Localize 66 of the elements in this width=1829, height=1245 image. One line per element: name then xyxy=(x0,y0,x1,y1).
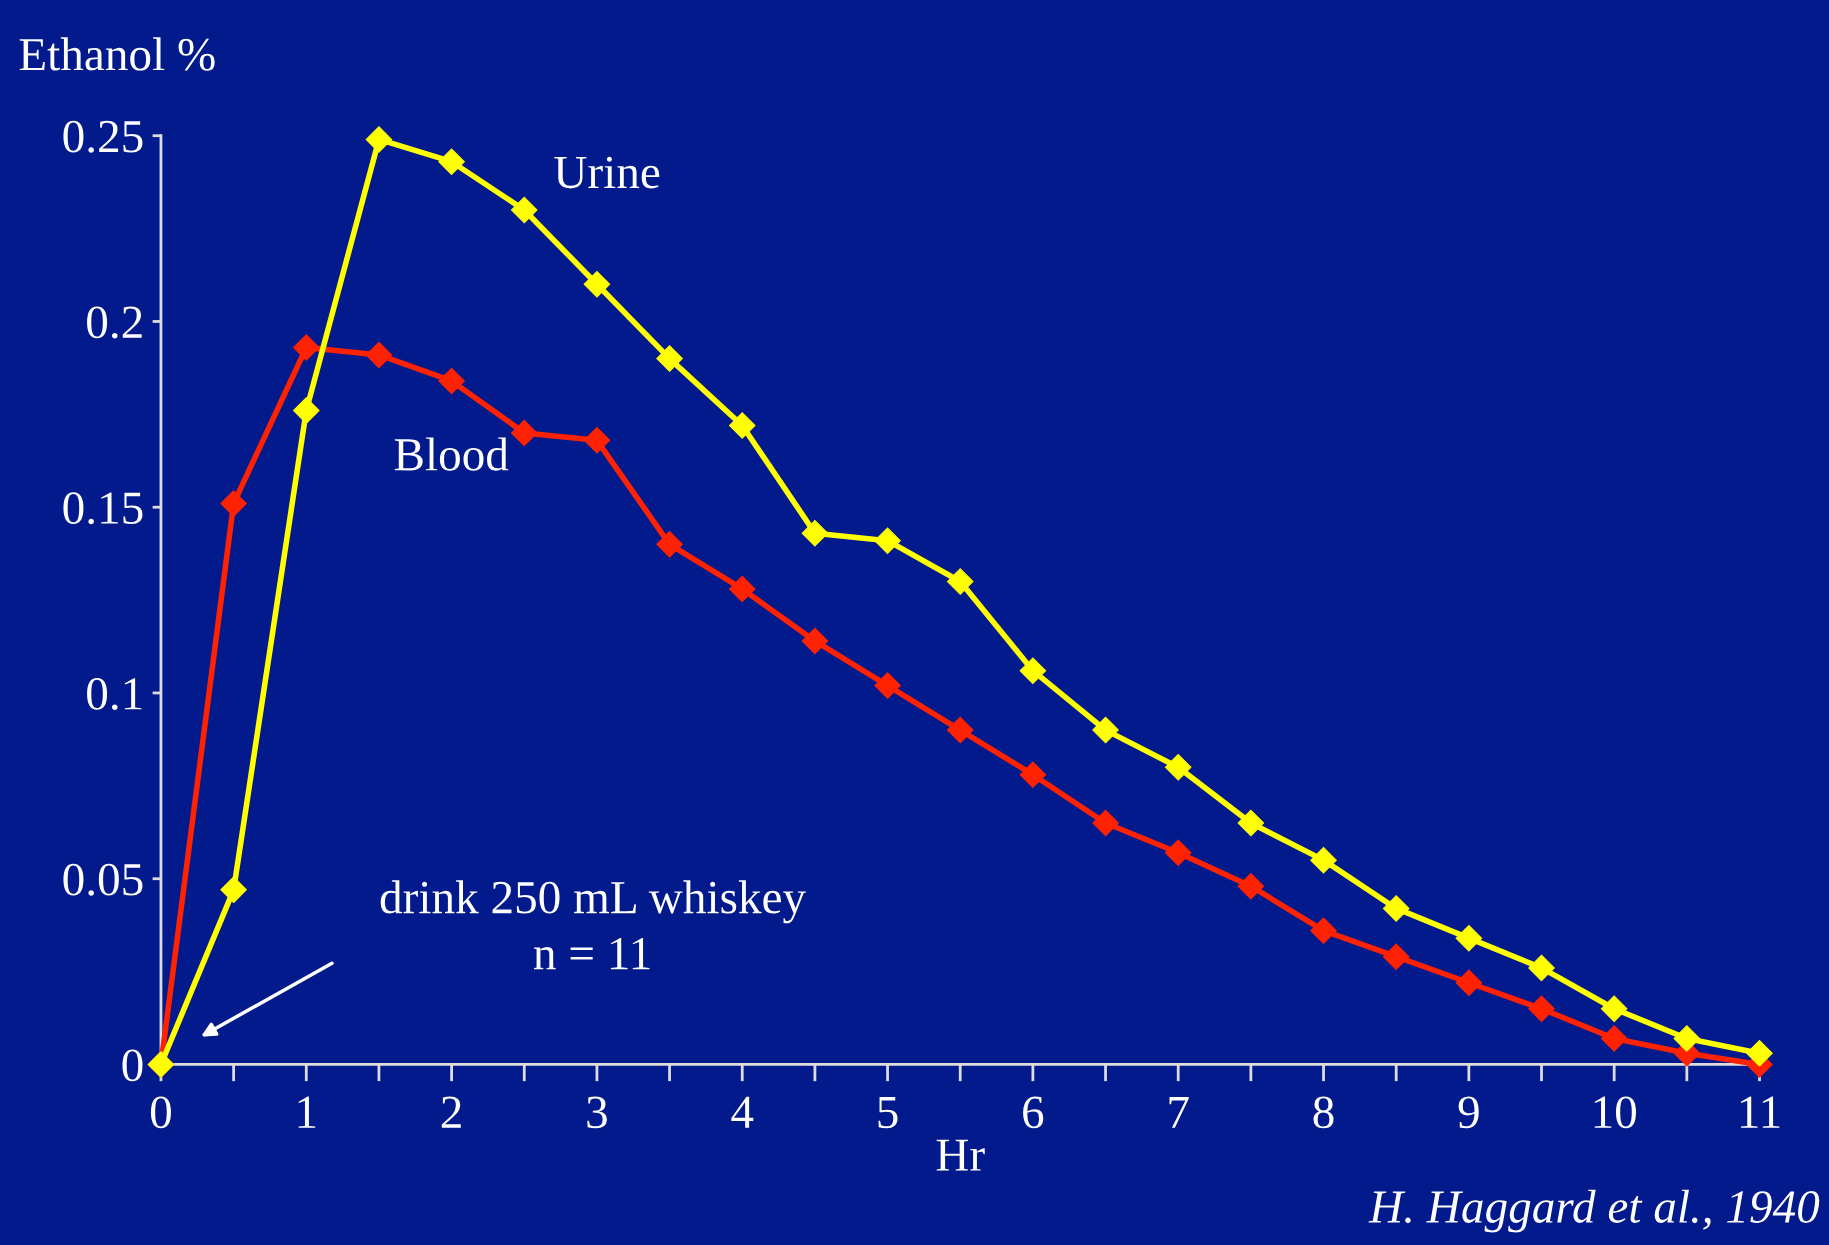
point xyxy=(1382,943,1410,971)
point xyxy=(220,490,247,517)
x-tick-label: 2 xyxy=(441,1096,461,1128)
x-tick-label: 8 xyxy=(1313,1096,1334,1129)
point xyxy=(1455,924,1483,952)
point xyxy=(801,627,829,655)
text: H. Haggard et al., 1940 xyxy=(1368,1189,1820,1233)
series-label: Blood xyxy=(394,437,509,471)
y-tick-label: 0.2 xyxy=(87,306,142,339)
annotation: drink 250 mL whiskey n = 11 xyxy=(380,880,806,970)
x-tick-label: 3 xyxy=(587,1096,607,1129)
y-axis-title: Ethanol % xyxy=(19,37,215,71)
point xyxy=(1528,995,1555,1023)
point xyxy=(946,716,974,744)
point xyxy=(583,427,611,454)
point xyxy=(1019,761,1047,788)
x-tick-label: 0 xyxy=(150,1096,171,1129)
x-tick-label: 1 xyxy=(298,1096,316,1128)
point xyxy=(1019,657,1047,684)
point xyxy=(874,527,901,554)
point xyxy=(1092,809,1119,837)
point xyxy=(365,341,393,369)
point xyxy=(801,519,829,547)
x-tick-label: 9 xyxy=(1458,1096,1479,1129)
point xyxy=(1600,995,1628,1023)
point xyxy=(946,568,974,595)
point xyxy=(220,876,247,904)
point xyxy=(1092,716,1119,744)
point xyxy=(438,367,465,395)
point xyxy=(1382,895,1410,922)
series-label: Urine xyxy=(554,156,660,189)
point xyxy=(728,412,756,439)
x-tick-label: 6 xyxy=(1023,1096,1044,1129)
point xyxy=(1237,809,1265,837)
point xyxy=(1673,1025,1701,1052)
y-tick-label: 0 xyxy=(122,1049,143,1082)
point xyxy=(365,126,393,153)
point xyxy=(292,334,320,361)
point xyxy=(874,672,901,699)
y-tick-label: 0.1 xyxy=(87,677,142,711)
x-tick-label: 7 xyxy=(1169,1096,1189,1128)
point xyxy=(1164,753,1192,781)
point xyxy=(510,419,538,447)
point xyxy=(1310,917,1337,945)
point xyxy=(583,271,611,298)
point xyxy=(1237,872,1265,900)
point xyxy=(1528,954,1555,982)
x-axis-title: Hr xyxy=(936,1139,985,1171)
y-tick-label: 0.05 xyxy=(63,863,143,896)
x-tick-label: 4 xyxy=(731,1096,754,1128)
x-tick-label: 11 xyxy=(1740,1096,1780,1128)
point xyxy=(1600,1025,1628,1052)
point xyxy=(1746,1040,1773,1067)
point xyxy=(510,196,538,224)
y-tick-label: 0.15 xyxy=(63,492,143,525)
y-tick-label: 0.25 xyxy=(63,120,143,153)
point xyxy=(728,575,756,603)
point xyxy=(1310,846,1337,874)
point xyxy=(656,345,683,372)
point xyxy=(656,531,683,558)
point xyxy=(1455,969,1483,997)
point xyxy=(292,397,320,424)
x-tick-label: 5 xyxy=(878,1096,898,1129)
x-tick-label: 10 xyxy=(1594,1096,1636,1129)
point xyxy=(1164,839,1192,866)
point xyxy=(438,148,465,175)
